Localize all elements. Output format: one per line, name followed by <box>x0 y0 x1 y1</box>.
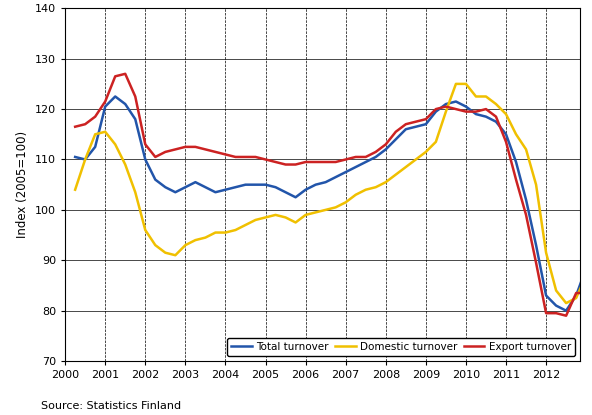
Total turnover <box>442 102 449 107</box>
Total turnover <box>562 308 570 313</box>
Export turnover <box>242 154 249 159</box>
Line: Export turnover: Export turnover <box>75 74 592 316</box>
Export turnover <box>442 104 449 109</box>
Legend: Total turnover, Domestic turnover, Export turnover: Total turnover, Domestic turnover, Expor… <box>227 337 575 356</box>
Export turnover <box>562 313 570 318</box>
Total turnover <box>322 180 329 185</box>
Export turnover <box>72 124 79 129</box>
Export turnover <box>122 71 129 76</box>
Domestic turnover <box>452 81 459 86</box>
Text: Source: Statistics Finland: Source: Statistics Finland <box>41 401 182 411</box>
Line: Domestic turnover: Domestic turnover <box>75 84 592 303</box>
Line: Total turnover: Total turnover <box>75 97 592 311</box>
Y-axis label: Index (2005=100): Index (2005=100) <box>17 131 30 238</box>
Total turnover <box>242 182 249 187</box>
Domestic turnover <box>562 300 570 305</box>
Domestic turnover <box>232 227 239 232</box>
Export turnover <box>322 159 329 164</box>
Domestic turnover <box>432 139 439 144</box>
Total turnover <box>112 94 119 99</box>
Domestic turnover <box>312 210 319 215</box>
Total turnover <box>72 154 79 159</box>
Domestic turnover <box>72 187 79 192</box>
